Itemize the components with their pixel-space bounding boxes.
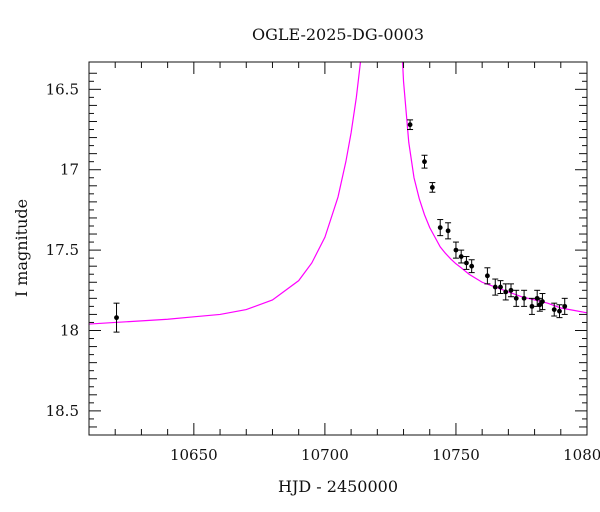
data-marker <box>492 284 498 290</box>
model-curve <box>89 62 587 325</box>
data-marker <box>422 159 427 165</box>
data-marker <box>469 263 475 269</box>
data-marker <box>529 303 535 309</box>
data-marker <box>453 247 459 253</box>
data-point <box>556 304 563 319</box>
data-point <box>492 278 499 296</box>
data-point <box>507 283 514 298</box>
data-point <box>521 289 528 307</box>
data-marker <box>485 273 490 279</box>
y-tick-label: 18 <box>60 321 79 339</box>
x-axis-label: HJD - 2450000 <box>278 477 398 496</box>
x-tick-label: 10800 <box>563 446 600 464</box>
data-point <box>429 182 436 193</box>
data-marker <box>445 228 451 234</box>
data-marker <box>437 225 443 230</box>
plot-frame <box>88 61 588 436</box>
data-marker <box>464 260 469 266</box>
data-point <box>528 297 535 315</box>
data-marker <box>508 287 514 293</box>
data-point <box>407 119 414 131</box>
data-marker <box>557 308 562 314</box>
data-point <box>113 302 120 333</box>
y-tick-label: 17.5 <box>46 241 79 259</box>
data-point <box>463 256 470 270</box>
data-marker <box>429 185 435 190</box>
data-marker <box>562 303 568 309</box>
data-marker <box>540 299 545 304</box>
axis-ticks: 10650 10700 10750 10800 16.5 17 17.5 18 18.5 <box>46 62 600 464</box>
data-marker <box>551 307 557 312</box>
data-point <box>445 222 452 240</box>
data-point <box>437 219 444 237</box>
data-point <box>551 302 558 317</box>
data-marker <box>407 122 413 128</box>
y-axis-label: I magnitude <box>12 199 31 297</box>
data-marker <box>498 284 503 290</box>
y-tick-label: 17 <box>60 161 79 179</box>
data-marker <box>521 295 527 301</box>
x-tick-label: 10750 <box>432 446 480 464</box>
data-marker <box>513 295 519 301</box>
data-point <box>421 154 428 169</box>
data-point <box>452 241 459 259</box>
data-point <box>539 293 546 311</box>
data-marker <box>458 254 464 259</box>
data-marker <box>537 302 543 308</box>
data-marker <box>503 289 509 295</box>
data-point <box>513 289 520 307</box>
plot-area <box>89 62 587 333</box>
data-point <box>468 259 475 274</box>
y-tick-label: 18.5 <box>46 402 79 420</box>
data-point <box>458 249 465 264</box>
data-point <box>484 267 491 285</box>
data-point <box>561 297 568 315</box>
data-point <box>536 297 543 312</box>
x-tick-label: 10650 <box>170 446 218 464</box>
x-tick-label: 10700 <box>301 446 349 464</box>
data-marker <box>114 315 119 321</box>
data-point <box>502 283 509 301</box>
y-tick-label: 16.5 <box>46 80 79 98</box>
data-point <box>497 280 504 295</box>
chart-title: OGLE-2025-DG-0003 <box>252 25 424 44</box>
